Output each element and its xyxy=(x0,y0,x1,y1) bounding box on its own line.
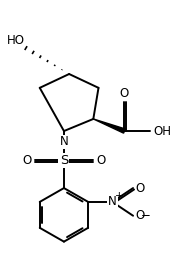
Text: N: N xyxy=(108,195,117,208)
Text: −: − xyxy=(141,209,151,222)
Text: HO: HO xyxy=(7,34,25,47)
Text: O: O xyxy=(136,182,145,194)
Text: OH: OH xyxy=(153,125,171,137)
Text: O: O xyxy=(136,209,145,222)
Text: S: S xyxy=(60,154,68,167)
Text: O: O xyxy=(120,87,129,100)
Text: O: O xyxy=(96,154,105,167)
Polygon shape xyxy=(93,119,125,133)
Text: O: O xyxy=(23,154,32,167)
Text: N: N xyxy=(60,135,68,148)
Text: +: + xyxy=(115,191,123,201)
